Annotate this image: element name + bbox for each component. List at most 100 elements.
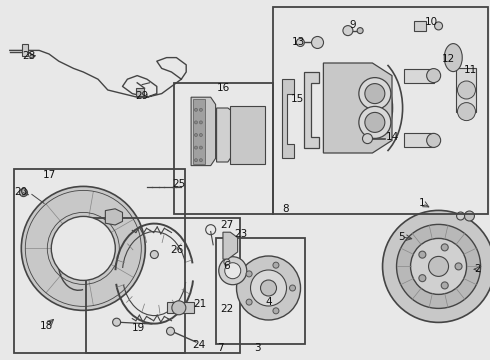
Circle shape	[273, 308, 279, 314]
Circle shape	[246, 299, 252, 305]
Circle shape	[419, 251, 426, 258]
Circle shape	[312, 36, 323, 49]
Circle shape	[458, 103, 475, 121]
Circle shape	[113, 318, 121, 326]
Circle shape	[224, 259, 230, 265]
Text: 14: 14	[385, 132, 399, 142]
Text: 3: 3	[254, 343, 261, 354]
Bar	[415, 21, 426, 31]
Text: 29: 29	[135, 91, 149, 102]
Circle shape	[195, 146, 197, 149]
Text: 23: 23	[234, 229, 248, 239]
Text: 26: 26	[170, 245, 183, 255]
Circle shape	[441, 282, 448, 289]
Circle shape	[357, 28, 363, 33]
Polygon shape	[230, 106, 265, 164]
Circle shape	[199, 108, 202, 111]
Text: 16: 16	[217, 83, 230, 93]
Circle shape	[21, 186, 146, 310]
Text: 6: 6	[223, 261, 230, 271]
Text: 17: 17	[42, 170, 56, 180]
Polygon shape	[193, 99, 205, 164]
Circle shape	[359, 107, 391, 138]
Circle shape	[343, 26, 353, 36]
Bar	[22, 44, 27, 57]
Circle shape	[383, 210, 490, 323]
Circle shape	[359, 78, 391, 109]
Circle shape	[20, 189, 27, 197]
Text: 24: 24	[192, 340, 205, 350]
Polygon shape	[191, 97, 216, 166]
Circle shape	[365, 112, 385, 132]
Circle shape	[363, 134, 372, 144]
Circle shape	[219, 257, 247, 285]
Bar	[216, 238, 305, 344]
Text: 20: 20	[14, 186, 27, 197]
Text: 7: 7	[217, 343, 224, 354]
Circle shape	[250, 270, 287, 306]
Polygon shape	[304, 72, 318, 148]
Circle shape	[296, 39, 304, 46]
Text: 9: 9	[349, 20, 356, 30]
Bar	[136, 88, 144, 96]
Text: 1: 1	[419, 198, 426, 208]
Bar	[86, 218, 240, 353]
Text: 2: 2	[474, 264, 481, 274]
Bar	[273, 7, 488, 214]
Circle shape	[441, 244, 448, 251]
Text: 4: 4	[265, 297, 272, 307]
Circle shape	[396, 224, 481, 309]
Text: 11: 11	[464, 65, 477, 75]
Circle shape	[290, 285, 295, 291]
Text: 10: 10	[425, 17, 438, 27]
Polygon shape	[223, 232, 238, 259]
Text: 25: 25	[172, 179, 186, 189]
Circle shape	[199, 146, 202, 149]
Circle shape	[427, 69, 441, 82]
Circle shape	[237, 256, 300, 320]
Circle shape	[411, 238, 466, 294]
Circle shape	[195, 108, 197, 111]
Text: 5: 5	[398, 232, 405, 242]
Text: 18: 18	[40, 321, 53, 331]
Circle shape	[150, 251, 158, 258]
Text: 21: 21	[193, 299, 207, 309]
Circle shape	[273, 262, 279, 268]
Circle shape	[51, 216, 115, 280]
Circle shape	[199, 121, 202, 124]
Text: 28: 28	[22, 51, 35, 61]
Bar	[404, 134, 434, 147]
Bar	[14, 169, 185, 353]
Bar	[457, 68, 476, 112]
Circle shape	[225, 263, 241, 279]
Text: 27: 27	[220, 220, 233, 230]
Circle shape	[457, 212, 465, 220]
Text: 15: 15	[291, 94, 305, 104]
Circle shape	[199, 134, 202, 136]
Circle shape	[419, 275, 426, 282]
Polygon shape	[217, 108, 233, 162]
Text: 22: 22	[220, 304, 233, 314]
Circle shape	[455, 263, 462, 270]
Ellipse shape	[444, 44, 462, 72]
Text: 13: 13	[292, 37, 306, 48]
Polygon shape	[323, 63, 392, 153]
Circle shape	[465, 211, 474, 221]
Circle shape	[427, 134, 441, 147]
Circle shape	[458, 81, 475, 99]
Circle shape	[195, 121, 197, 124]
Circle shape	[195, 159, 197, 162]
Polygon shape	[105, 209, 122, 225]
Text: 8: 8	[282, 204, 289, 214]
Circle shape	[246, 271, 252, 277]
Circle shape	[261, 280, 276, 296]
Bar	[404, 69, 434, 82]
Circle shape	[195, 134, 197, 136]
Text: 12: 12	[442, 54, 456, 64]
Polygon shape	[167, 302, 194, 313]
Circle shape	[167, 327, 174, 335]
Bar	[174, 83, 273, 214]
Circle shape	[435, 22, 442, 30]
Circle shape	[429, 256, 448, 276]
Circle shape	[199, 159, 202, 162]
